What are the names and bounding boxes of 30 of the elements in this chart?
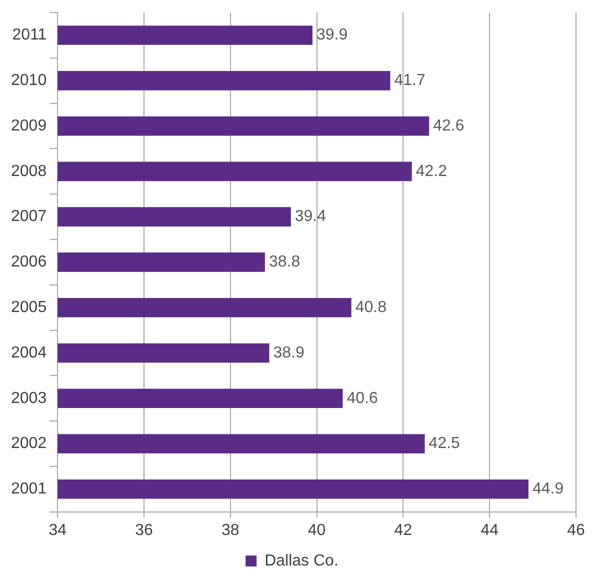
data-label: 38.8: [268, 254, 300, 271]
y-tick-label: 2005: [11, 298, 47, 316]
data-label: 39.9: [316, 26, 348, 44]
data-label: 42.6: [433, 117, 464, 134]
y-tick-label: 2004: [11, 344, 47, 362]
x-tick-label: 34: [48, 522, 67, 539]
x-tick-label: 40: [308, 522, 326, 539]
y-tick-label: 2001: [11, 480, 47, 498]
data-label: 40.8: [355, 298, 387, 316]
data-label: 39.4: [294, 208, 326, 226]
x-tick-label: 46: [567, 522, 585, 539]
data-label: 38.9: [273, 344, 305, 362]
y-tick-label: 2011: [12, 26, 47, 44]
data-label: 40.6: [346, 390, 378, 407]
y-tick-label: 2007: [11, 208, 47, 226]
data-label: 44.9: [532, 480, 564, 498]
data-label: 42.5: [428, 435, 460, 452]
x-tick-label: 38: [221, 522, 240, 539]
data-label: 41.7: [394, 72, 426, 90]
y-tick-label: 2008: [11, 162, 47, 180]
y-tick-label: 2003: [11, 390, 47, 407]
legend-label: Dallas Co.: [264, 552, 338, 570]
data-label: 42.2: [416, 162, 448, 180]
y-tick-label: 2002: [11, 435, 47, 452]
y-tick-label: 2009: [11, 117, 47, 134]
x-tick-label: 42: [394, 522, 412, 539]
y-tick-label: 2006: [11, 254, 47, 271]
y-tick-label: 2010: [11, 72, 47, 90]
x-tick-label: 36: [135, 522, 153, 539]
x-tick-label: 44: [480, 522, 499, 539]
